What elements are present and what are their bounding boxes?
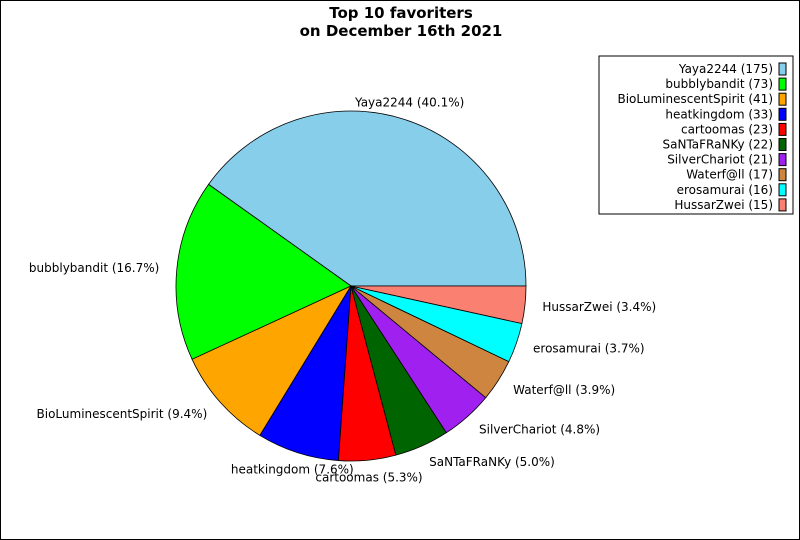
slice-label: SilverChariot (4.8%) — [479, 423, 600, 437]
legend-swatch — [778, 92, 787, 106]
legend-entry: SilverChariot (21) — [667, 153, 773, 167]
slice-label: Waterf@ll (3.9%) — [513, 383, 615, 397]
slice-label: BioLuminescentSpirit (9.4%) — [37, 407, 208, 421]
legend: Yaya2244 (175)bubblybandit (73)BioLumine… — [598, 55, 794, 215]
legend-swatch — [778, 198, 787, 212]
slice-label: SaNTaFRaNKy (5.0%) — [429, 455, 555, 469]
pie-slice-BioLuminescentSpirit — [191, 285, 353, 436]
slice-label: cartoomas (5.3%) — [315, 471, 422, 485]
legend-entry: HussarZwei (15) — [674, 198, 773, 212]
legend-entry: heatkingdom (33) — [665, 107, 773, 121]
slice-label: heatkingdom (7.6%) — [231, 462, 354, 476]
legend-entry: Waterf@ll (17) — [686, 168, 773, 182]
legend-swatch — [778, 183, 787, 197]
legend-swatch — [778, 107, 787, 121]
legend-entry: erosamurai (16) — [677, 183, 773, 197]
slice-label: bubblybandit (16.7%) — [29, 261, 159, 275]
pie-slice-bubblybandit — [175, 183, 352, 360]
pie-slice-Yaya2244 — [207, 110, 527, 287]
legend-entry: cartoomas (23) — [681, 122, 773, 136]
legend-swatch — [778, 77, 787, 91]
legend-entry: SaNTaFRaNKy (22) — [663, 138, 774, 152]
legend-swatch — [778, 62, 787, 76]
chart-title-line-2: on December 16th 2021 — [300, 22, 503, 40]
chart-title-line-1: Top 10 favoriters — [329, 4, 473, 22]
slice-label: erosamurai (3.7%) — [533, 342, 645, 356]
legend-entry: bubblybandit (73) — [665, 77, 773, 91]
legend-entry: BioLuminescentSpirit (41) — [617, 92, 773, 106]
slice-label: Yaya2244 (40.1%) — [354, 96, 464, 110]
slice-label: HussarZwei (3.4%) — [542, 300, 656, 314]
legend-swatch — [778, 153, 787, 167]
legend-swatch — [778, 168, 787, 182]
legend-box — [598, 55, 794, 215]
legend-swatch — [778, 138, 787, 151]
pie-slice-HussarZwei — [350, 285, 527, 325]
legend-swatch — [778, 122, 787, 136]
legend-entry: Yaya2244 (175) — [678, 62, 773, 76]
